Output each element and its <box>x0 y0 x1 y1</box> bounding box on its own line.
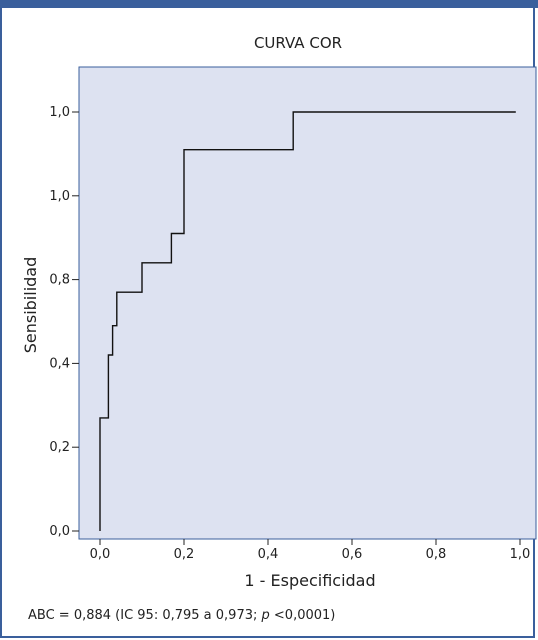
auc-footnote: ABC = 0,884 (IC 95: 0,795 a 0,973; p <0,… <box>28 608 335 623</box>
y-tick-label: 0,0 <box>49 524 70 539</box>
footnote-text-pre: ABC = 0,884 (IC 95: 0,795 a 0,973; <box>28 608 262 623</box>
y-tick-label: 1,0 <box>49 189 70 204</box>
footnote-p: p <box>261 608 270 623</box>
header-bar <box>0 0 538 8</box>
y-axis-label: Sensibilidad <box>21 257 40 354</box>
footnote-text-post: <0,0001) <box>269 608 336 623</box>
roc-curve-line <box>99 111 516 531</box>
x-tick-label: 0,6 <box>342 547 363 562</box>
chart-title: CURVA COR <box>254 34 342 52</box>
x-tick-label: 1,0 <box>510 547 531 562</box>
x-tick-label: 0,8 <box>426 547 447 562</box>
plot-area <box>78 66 537 540</box>
x-axis-label: 1 - Especificidad <box>244 571 375 590</box>
y-tick-label: 1,0 <box>49 105 70 120</box>
y-tick-label: 0,4 <box>49 356 70 371</box>
y-tick-label: 0,2 <box>49 440 70 455</box>
roc-chart: CURVA COR 0,0 0,2 0,4 0,6 0,8 1,0 0,0 0,2 0,4 0,8… <box>21 34 537 590</box>
axes: 0,0 0,2 0,4 0,6 0,8 1,0 0,0 0,2 0,4 0,8 1,0 1,0 <box>49 105 530 562</box>
x-tick-label: 0,2 <box>174 547 195 562</box>
y-tick-label: 0,8 <box>49 273 70 288</box>
x-tick-label: 0,0 <box>90 547 111 562</box>
x-tick-label: 0,4 <box>258 547 279 562</box>
